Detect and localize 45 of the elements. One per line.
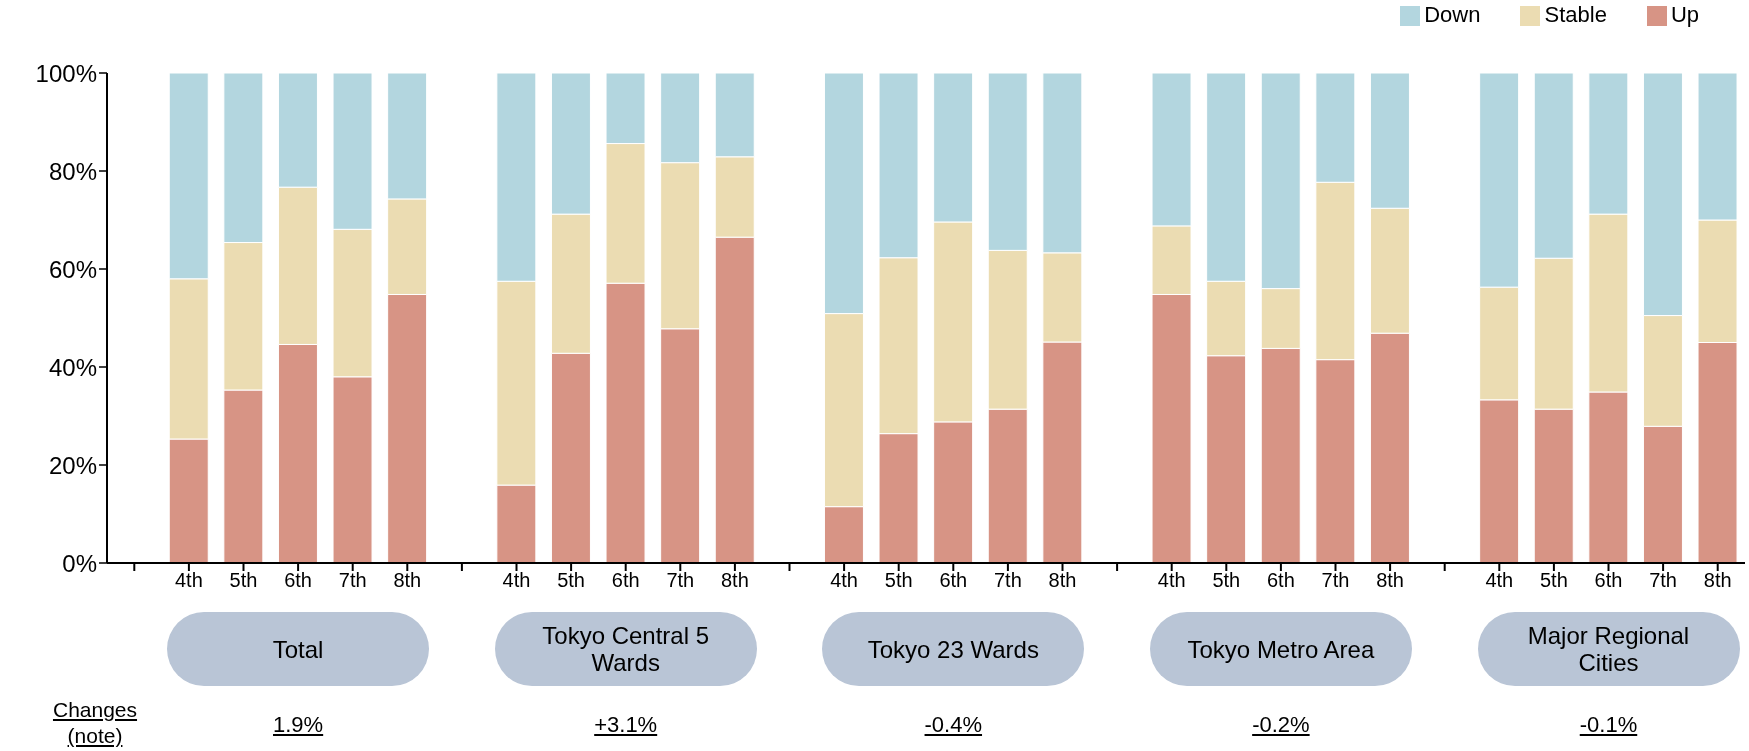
x-tick-label: 5th [557,569,586,592]
x-tick-label: 4th [830,569,859,592]
legend-label: Up [1670,2,1699,27]
x-tick-label: 7th [1321,569,1350,592]
x-tick-label: 5th [1539,569,1568,592]
x-tick-label: 5th [884,569,913,592]
text: -0.1% [1578,712,1639,738]
group-label-pill: Tokyo Central 5 Wards [494,612,757,686]
text: Changes (note) [51,697,139,749]
x-tick-label: 8th [1376,569,1405,592]
x-tick-label: 7th [666,569,695,592]
x-tick-label: 4th [1485,569,1514,592]
x-tick-label: 6th [939,569,968,592]
group-label-pill: Total [167,612,430,686]
legend-label: Stable [1544,2,1607,27]
y-tick-label: 20% [48,451,97,479]
y-tick-label: 60% [48,255,97,283]
legend-label: Down [1424,2,1481,27]
x-tick-label: 8th [720,569,749,592]
y-tick-label: 0% [62,549,97,577]
x-tick-label: 8th [393,569,422,592]
x-tick-label: 6th [1266,569,1295,592]
x-tick-label: 4th [502,569,531,592]
group-label-pill: Major Regional Cities [1477,612,1740,686]
x-tick-label: 7th [1649,569,1678,592]
x-tick-label: 7th [993,569,1022,592]
text: -0.4% [923,712,984,738]
group-label-pill: Tokyo Metro Area [1149,612,1412,686]
text: -0.2% [1251,712,1311,738]
text: 1.9% [272,712,325,738]
y-tick-label: 100% [35,59,97,87]
x-tick-label: 8th [1703,569,1732,592]
x-tick-label: 6th [284,569,313,592]
x-tick-label: 6th [1594,569,1623,592]
x-tick-label: 4th [1157,569,1186,592]
y-tick-label: 40% [48,353,97,381]
text: +3.1% [593,712,659,738]
group-label-pill: Tokyo 23 Wards [822,612,1085,686]
x-tick-label: 7th [338,569,367,592]
x-tick-label: 6th [611,569,640,592]
x-tick-label: 4th [174,569,203,592]
x-tick-label: 8th [1048,569,1077,592]
x-tick-label: 5th [229,569,258,592]
x-tick-label: 5th [1212,569,1241,592]
y-tick-label: 80% [48,157,97,185]
